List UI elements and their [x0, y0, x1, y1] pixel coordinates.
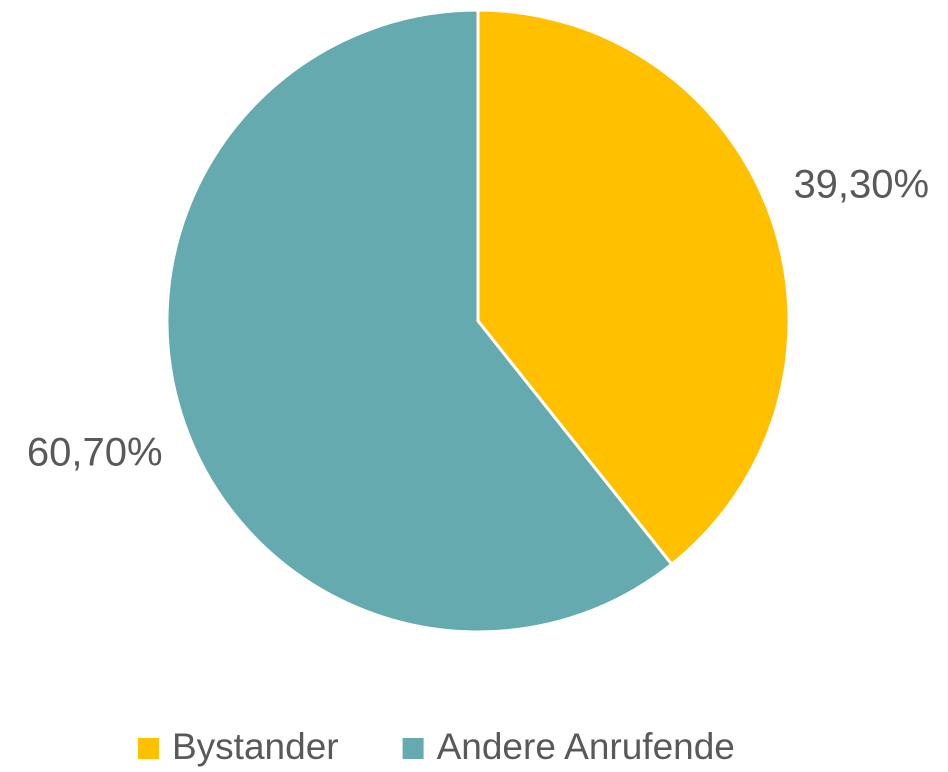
pie-slice — [476, 8, 791, 567]
legend-label: Andere Anrufende — [437, 726, 735, 767]
data-label: 39,30% — [793, 163, 929, 207]
pie-slice — [165, 8, 674, 634]
data-label: 60,70% — [27, 430, 163, 474]
legend-swatch — [402, 738, 424, 759]
legend-label: Bystander — [172, 726, 339, 767]
legend-swatch — [138, 738, 159, 759]
